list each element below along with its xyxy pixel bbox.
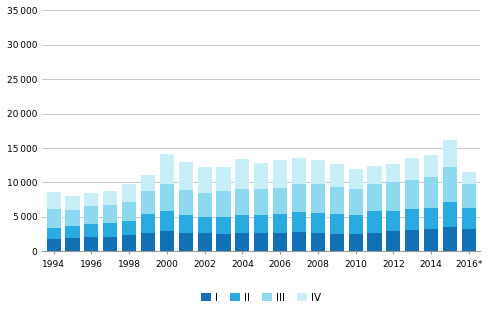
Bar <box>386 230 401 251</box>
Bar <box>160 154 174 185</box>
Bar <box>235 159 249 189</box>
Bar <box>349 169 363 189</box>
Bar <box>311 160 325 184</box>
Bar <box>235 215 249 233</box>
Bar <box>141 191 155 214</box>
Bar <box>254 163 269 189</box>
Bar <box>386 182 401 211</box>
Bar <box>443 202 457 227</box>
Bar <box>292 232 306 251</box>
Bar <box>329 214 344 234</box>
Bar <box>179 162 193 190</box>
Bar <box>141 214 155 233</box>
Bar <box>386 164 401 182</box>
Bar <box>197 193 212 217</box>
Bar <box>65 210 80 226</box>
Bar <box>367 233 382 251</box>
Bar <box>405 230 419 251</box>
Bar <box>217 191 231 217</box>
Bar <box>197 217 212 233</box>
Bar <box>349 234 363 251</box>
Bar <box>254 233 269 251</box>
Bar <box>84 193 99 207</box>
Bar <box>386 211 401 230</box>
Bar <box>292 158 306 184</box>
Bar <box>462 172 476 184</box>
Bar <box>462 208 476 229</box>
Bar <box>329 234 344 251</box>
Bar <box>197 167 212 193</box>
Bar <box>103 191 117 205</box>
Bar <box>160 230 174 251</box>
Bar <box>443 140 457 167</box>
Bar <box>122 236 136 251</box>
Bar <box>103 237 117 251</box>
Bar <box>141 233 155 251</box>
Bar <box>424 155 438 177</box>
Bar <box>254 189 269 215</box>
Bar <box>462 229 476 251</box>
Bar <box>292 184 306 212</box>
Bar <box>160 185 174 211</box>
Bar <box>349 189 363 215</box>
Bar <box>443 227 457 251</box>
Bar <box>217 217 231 234</box>
Bar <box>47 239 61 251</box>
Bar <box>462 184 476 208</box>
Bar <box>179 190 193 215</box>
Bar <box>367 211 382 233</box>
Bar <box>424 208 438 229</box>
Bar <box>405 180 419 209</box>
Bar <box>103 205 117 223</box>
Bar <box>65 238 80 251</box>
Bar <box>47 192 61 209</box>
Bar <box>47 209 61 228</box>
Bar <box>65 196 80 210</box>
Bar <box>197 233 212 251</box>
Bar <box>443 167 457 202</box>
Bar <box>273 160 287 188</box>
Bar <box>273 214 287 233</box>
Bar <box>47 228 61 239</box>
Bar <box>179 215 193 233</box>
Bar <box>84 237 99 251</box>
Bar <box>367 166 382 184</box>
Bar <box>122 202 136 221</box>
Bar <box>311 233 325 251</box>
Bar <box>217 234 231 251</box>
Bar <box>424 229 438 251</box>
Bar <box>311 213 325 233</box>
Bar <box>254 215 269 233</box>
Bar <box>235 189 249 215</box>
Bar <box>273 233 287 251</box>
Bar <box>235 233 249 251</box>
Bar <box>84 207 99 224</box>
Bar <box>179 233 193 251</box>
Bar <box>405 209 419 230</box>
Bar <box>122 185 136 202</box>
Bar <box>367 184 382 211</box>
Bar <box>329 164 344 187</box>
Bar <box>329 187 344 214</box>
Bar <box>273 188 287 214</box>
Bar <box>311 184 325 213</box>
Bar <box>141 175 155 191</box>
Legend: I, II, III, IV: I, II, III, IV <box>201 293 321 302</box>
Bar <box>405 158 419 180</box>
Bar <box>160 211 174 230</box>
Bar <box>349 215 363 234</box>
Bar <box>84 224 99 237</box>
Bar <box>103 223 117 237</box>
Bar <box>424 177 438 208</box>
Bar <box>122 221 136 236</box>
Bar <box>217 167 231 191</box>
Bar <box>292 212 306 232</box>
Bar <box>65 226 80 238</box>
